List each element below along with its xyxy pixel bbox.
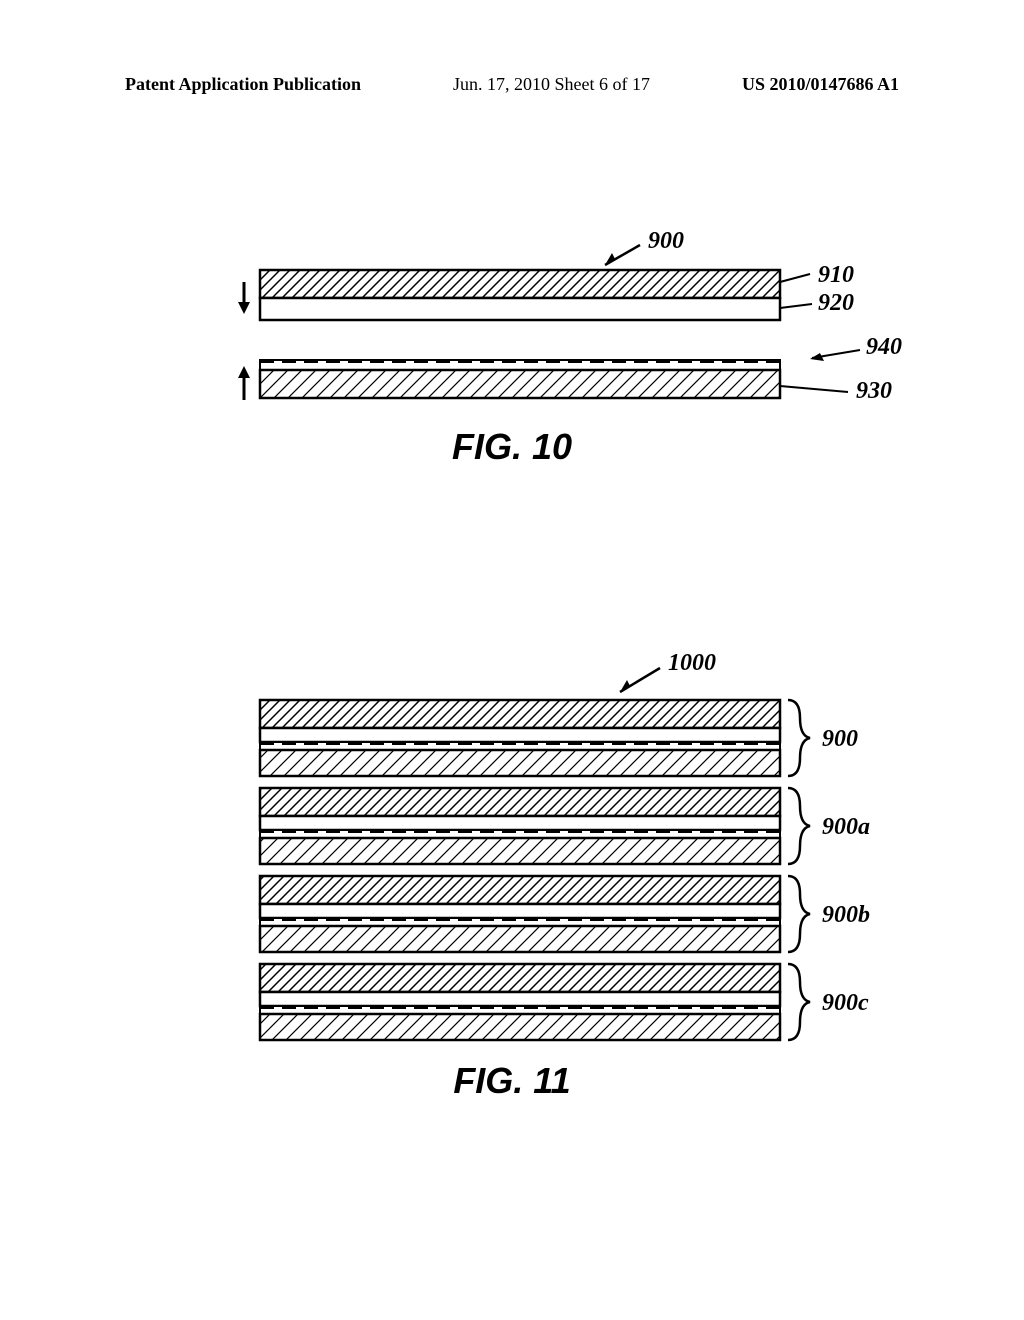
ref-900a-cell: 900a [822, 814, 870, 841]
figure-10: 900 910 920 940 930 FIG. 10 [0, 210, 1024, 470]
ref-910: 910 [818, 262, 854, 289]
ref-900: 900 [648, 228, 684, 255]
patent-page: Patent Application Publication Jun. 17, … [0, 0, 1024, 1320]
page-header: Patent Application Publication Jun. 17, … [0, 74, 1024, 95]
ref-900-cell: 900 [822, 726, 858, 753]
header-date-sheet: Jun. 17, 2010 Sheet 6 of 17 [453, 74, 650, 95]
ref-900c-cell: 900c [822, 990, 869, 1017]
figure-11: 1000 900 900a 900b 900c FIG. 11 [0, 640, 1024, 1110]
ref-940: 940 [866, 334, 902, 361]
ref-900b-cell: 900b [822, 902, 870, 929]
fig10-caption: FIG. 10 [0, 426, 1024, 468]
ref-1000: 1000 [668, 650, 716, 677]
header-publication: Patent Application Publication [125, 74, 361, 95]
fig11-caption: FIG. 11 [0, 1060, 1024, 1102]
header-pub-number: US 2010/0147686 A1 [742, 74, 899, 95]
ref-930: 930 [856, 378, 892, 405]
fig11-svg [0, 640, 1024, 1110]
ref-920: 920 [818, 290, 854, 317]
